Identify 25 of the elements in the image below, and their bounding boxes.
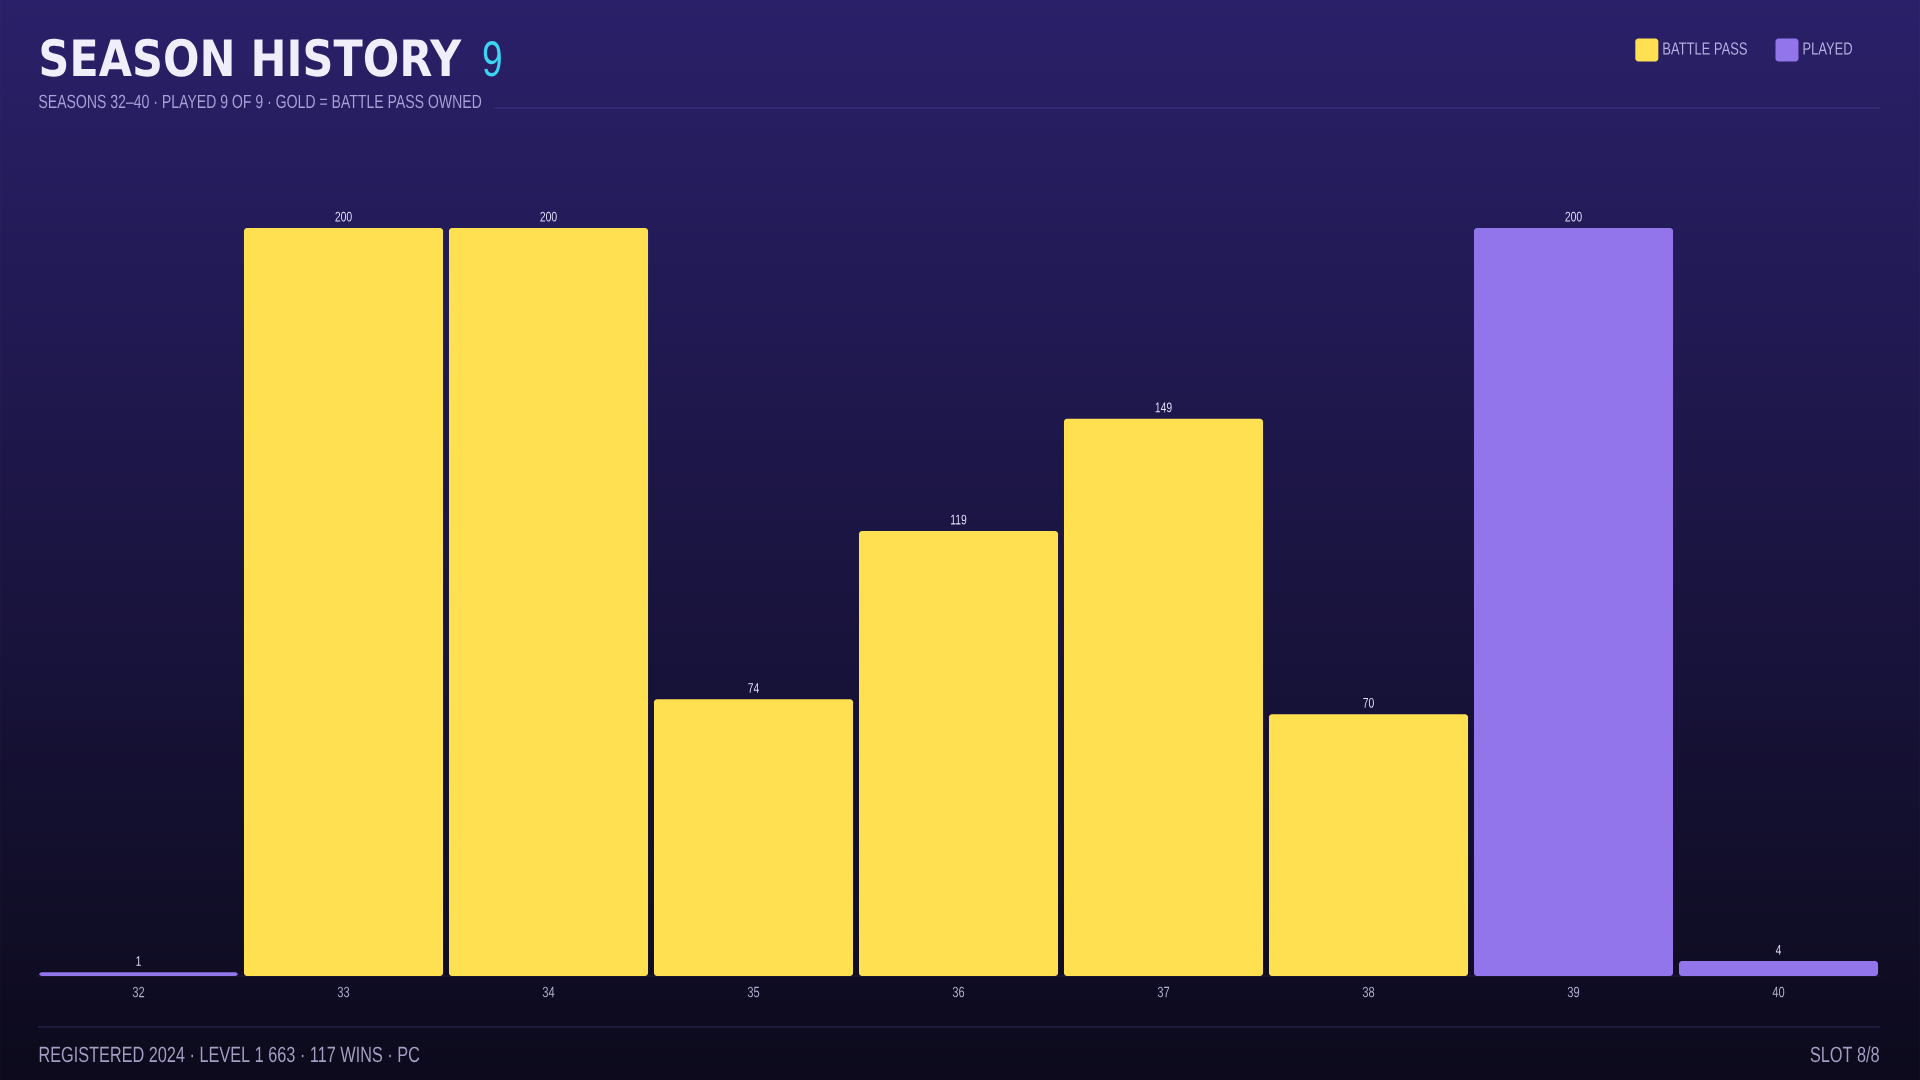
x-tick-label: 33 [337,986,350,998]
data-label: 200 [540,211,557,222]
x-tick-label: 39 [1567,986,1580,998]
data-label: 1 [136,956,141,966]
x-tick-label: 40 [1772,986,1785,998]
chart-subtitle: SEASONS 32–40 · PLAYED 9 OF 9 · GOLD = BATTLE PASS OWNED [39,94,482,109]
text: 9 [483,41,501,77]
x-tick-label: 34 [542,986,555,998]
data-label: 70 [1363,697,1374,708]
x-tick-label: 38 [1362,986,1375,998]
legend-label: BATTLE PASS [1663,42,1747,55]
x-tick-label: 37 [1157,986,1170,998]
x-tick-label: 36 [952,986,965,998]
text: REGISTERED 2024 · LEVEL 1 663 · 117 WINS · PC [39,1046,420,1063]
x-tick-label: 32 [132,986,145,998]
x-tick-label: 35 [747,986,760,998]
data-label: 200 [335,211,352,222]
chart-title: SEASON HISTORY [41,38,462,77]
legend-label: PLAYED [1803,42,1852,55]
data-label: 119 [951,514,967,525]
data-label: 200 [1565,211,1582,222]
text: SLOT 8/8 [1810,1046,1879,1063]
data-label: 4 [1775,945,1782,955]
data-label: 74 [748,683,759,693]
data-label: 149 [1155,402,1172,413]
